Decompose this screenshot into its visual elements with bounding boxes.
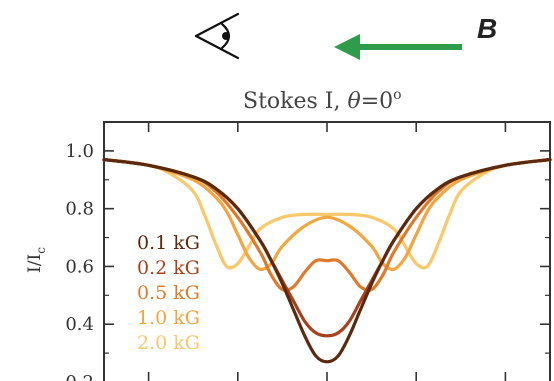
field-vector-label: B — [477, 13, 497, 44]
legend-entry: 2.0 kG — [137, 332, 200, 354]
y-tick-label: 0.6 — [65, 256, 94, 277]
y-tick-labels: 0.2 0.4 0.6 0.8 1.0 — [65, 141, 94, 381]
y-axis-label-subscript: c — [34, 247, 48, 254]
legend: 0.1 kG 0.2 kG 0.5 kG 1.0 kG 2.0 kG — [137, 232, 200, 354]
legend-entry: 0.2 kG — [137, 257, 200, 279]
y-tick-label: 0.8 — [65, 199, 94, 220]
chart-title-unit: o — [393, 87, 401, 103]
chart-title-theta: θ — [347, 89, 360, 114]
eye-icon — [196, 14, 238, 58]
legend-entry: 0.5 kG — [137, 282, 200, 304]
magnetic-field-arrow-icon — [334, 34, 462, 60]
y-tick-label: 0.4 — [65, 314, 94, 335]
y-tick-label: 0.2 — [65, 372, 94, 381]
y-axis-label: I/Ic — [25, 247, 48, 273]
y-tick-label: 1.0 — [65, 141, 94, 162]
chart-title-prefix: Stokes I, — [243, 89, 347, 114]
legend-entry: 1.0 kG — [137, 307, 200, 329]
chart-title-value: =0 — [361, 89, 393, 114]
legend-entry: 0.1 kG — [137, 232, 200, 254]
chart-title: Stokes I, θ=0o — [243, 87, 402, 114]
y-axis-label-base: I/I — [25, 254, 45, 273]
